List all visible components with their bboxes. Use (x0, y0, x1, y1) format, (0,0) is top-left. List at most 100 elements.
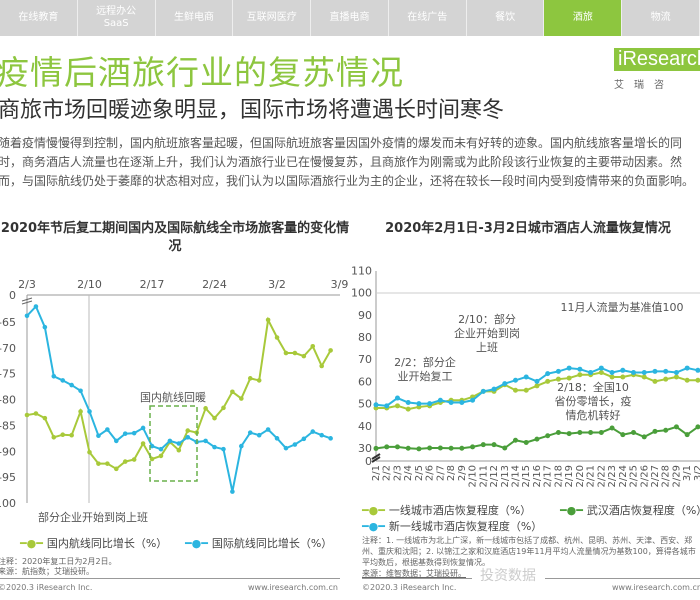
c2-data-point (480, 388, 486, 394)
c2-data-point (663, 376, 669, 382)
c1-data-point (69, 382, 74, 388)
logo-subtitle: 艾瑞咨 (614, 80, 674, 91)
c2-data-point (448, 399, 454, 405)
c2-data-point (459, 399, 465, 405)
c1-y-tick: -65 (0, 316, 16, 329)
c2-data-point (394, 403, 400, 409)
c1-data-point (230, 389, 235, 395)
nav-tab[interactable]: 直播电商 (311, 0, 389, 36)
c2-data-point (502, 445, 508, 451)
c1-x-tick: 2/24 (202, 278, 227, 291)
nav-tab[interactable]: 在线广告 (389, 0, 467, 36)
c1-data-point (122, 431, 128, 436)
c2-x-tick: 2/1 (371, 465, 382, 481)
nav-tab[interactable]: 在线教育 (0, 0, 78, 36)
c2-x-tick: 2/21 (586, 465, 597, 487)
c2-x-tick: 2/14 (510, 465, 521, 487)
c2-x-tick: 2/23 (607, 465, 618, 487)
c2-y-tick: 40 (358, 420, 372, 433)
c2-data-point (609, 374, 615, 380)
c2-y-tick: 30 (358, 442, 372, 455)
c2-data-point (641, 374, 647, 380)
c1-data-point (301, 436, 307, 442)
nav-tab[interactable]: 餐饮 (467, 0, 545, 36)
c2-data-point (523, 387, 529, 393)
c2-data-point (534, 383, 540, 389)
c2-data-point (534, 436, 540, 442)
c2-annotation: 2/2：部分企业开始复工 (394, 355, 456, 383)
c1-data-point (239, 396, 244, 401)
c1-data-point (247, 376, 253, 381)
c1-x-tick: 2/3 (18, 278, 36, 291)
c1-data-point (247, 430, 253, 435)
c2-data-point (545, 371, 551, 377)
c1-data-point (140, 441, 146, 446)
c1-x-tick: 2/17 (140, 278, 165, 291)
nav-tab[interactable]: 生鲜电商 (156, 0, 234, 36)
c1-data-point (131, 430, 137, 436)
c2-x-tick: 2/9 (457, 465, 468, 481)
c1-data-point (60, 432, 66, 438)
nav-tab[interactable]: 远程办公 SaaS (78, 0, 156, 36)
c1-data-point (149, 456, 155, 462)
c1-data-point (185, 434, 191, 440)
c1-data-point (274, 436, 280, 441)
c2-data-point (663, 368, 669, 374)
c1-data-point (319, 432, 324, 438)
nav-tab[interactable]: 互联网医疗 (233, 0, 312, 36)
c1-data-point (114, 438, 119, 444)
c2-data-point (437, 445, 443, 451)
c2-data-point (416, 446, 422, 452)
c2-data-point (373, 402, 379, 408)
c2-data-point (555, 429, 561, 435)
c2-x-tick: 2/6 (425, 465, 436, 481)
c2-data-point (470, 397, 476, 403)
c1-annotation: 国内航线回暖 (140, 390, 206, 404)
nav-tab[interactable]: 酒旅 (544, 0, 623, 36)
c2-data-point (673, 424, 679, 430)
c1-data-point (114, 466, 119, 472)
c1-data-point (158, 446, 164, 452)
c1-data-point (60, 378, 66, 383)
c2-data-point (631, 370, 637, 376)
c2-data-point (609, 425, 615, 431)
c2-data-point (512, 377, 518, 383)
c1-data-point (283, 350, 289, 356)
c2-data-point (555, 368, 561, 374)
c1-data-point (221, 405, 226, 411)
c1-data-point (105, 461, 110, 466)
c1-data-point (283, 445, 289, 451)
c2-data-point (491, 442, 497, 448)
c2-x-tick: 2/10 (468, 465, 479, 487)
c2-x-tick: 2/27 (650, 465, 661, 487)
legend-domestic: ━●━ 国内航线同比增长（%） (20, 536, 168, 551)
c1-y-tick: -75 (0, 368, 16, 381)
footer-divider-right (362, 578, 472, 579)
page-subtitle: 商旅市场回暖迹象明显，国际市场将遭遇长时间寒冬 (0, 98, 505, 123)
c2-y-tick: 100 (351, 287, 372, 300)
c2-data-point (384, 444, 390, 450)
c2-data-point (588, 429, 594, 435)
legend-international: ━●━ 国际航线同比增长（%） (185, 536, 333, 551)
c2-data-point (631, 429, 637, 435)
c1-y-tick: -90 (0, 445, 16, 458)
c2-data-point (684, 365, 690, 371)
c2-data-point (641, 434, 647, 440)
c2-data-point (523, 439, 529, 445)
c1-data-point (274, 335, 280, 340)
c2-data-point (695, 377, 700, 383)
c2-y-tick: 90 (358, 309, 372, 322)
c1-data-point (131, 457, 137, 462)
c2-x-tick: 2/5 (414, 465, 425, 481)
c2-x-tick: 2/12 (489, 465, 500, 487)
c1-data-point (328, 436, 333, 441)
c1-data-point (310, 429, 316, 434)
c1-data-point (24, 412, 30, 418)
c1-y-tick: -80 (0, 394, 16, 407)
top-nav: 在线教育 远程办公 SaaS 生鲜电商 互联网医疗 直播电商 在线广告 餐饮 酒旅 物流 (0, 0, 700, 36)
c1-data-point (176, 447, 182, 453)
c2-data-point (512, 437, 518, 443)
chart1-title: 2020年节后复工期间国内及国际航线全市场旅客量的变化情况 (0, 221, 350, 254)
c1-data-point (140, 425, 146, 431)
